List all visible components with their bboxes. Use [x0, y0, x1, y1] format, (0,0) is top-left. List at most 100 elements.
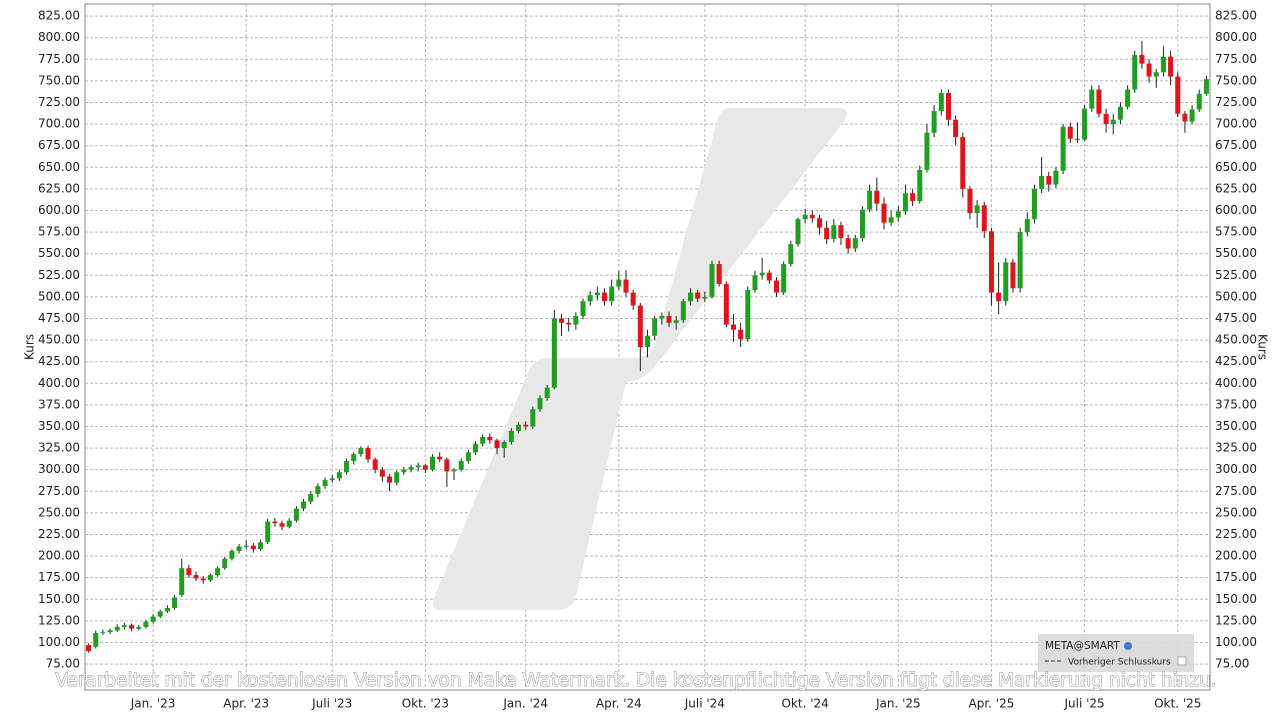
x-tick-label: Jan. '24: [502, 697, 548, 711]
candle-body: [917, 169, 923, 201]
candle-body: [501, 442, 507, 449]
candle-body: [1168, 56, 1174, 77]
y-tick-label: 775.00: [38, 52, 80, 66]
candle-body: [666, 315, 672, 323]
candle-body: [637, 305, 643, 347]
candle-body: [136, 626, 142, 629]
candle-body: [587, 295, 593, 302]
candle-body: [838, 225, 844, 239]
y-tick-label: 525.00: [38, 268, 80, 282]
candle-body: [444, 459, 450, 472]
candle-body: [1103, 113, 1109, 125]
y-axis-label: Kurs: [23, 334, 37, 360]
logo-watermark: [432, 108, 847, 610]
candle-body: [1125, 89, 1131, 107]
y-tick-label: 625.00: [38, 181, 80, 195]
candle-body: [508, 430, 514, 443]
candle-body: [1074, 138, 1080, 140]
candle-body: [93, 632, 99, 647]
candle-body: [881, 203, 887, 223]
candle-body: [1175, 76, 1181, 114]
candle-body: [401, 469, 407, 473]
y-tick-label: 325.00: [38, 441, 80, 455]
candle-body: [580, 301, 586, 316]
candle-body: [559, 318, 565, 323]
y-tick-label-right: 725.00: [1215, 95, 1257, 109]
candle-body: [659, 315, 665, 319]
legend-checkbox[interactable]: [1177, 656, 1187, 666]
candle-body: [437, 456, 443, 460]
candle-body: [953, 119, 959, 138]
candle-body: [788, 244, 794, 265]
candle-body: [430, 456, 436, 470]
candle-body: [945, 92, 951, 120]
y-tick-label-right: 650.00: [1215, 160, 1257, 174]
candle-body: [1067, 126, 1073, 139]
y-tick-label-right: 600.00: [1215, 203, 1257, 217]
candle-body: [566, 322, 572, 325]
candle-body: [114, 626, 120, 631]
candle-body: [1010, 262, 1016, 289]
candle-body: [723, 283, 729, 325]
candle-body: [1146, 63, 1152, 77]
candle-body: [458, 461, 464, 470]
candle-body: [845, 238, 851, 249]
candle-body: [1110, 119, 1116, 125]
candle-body: [150, 616, 156, 622]
watermark: Verarbeitet mit der kostenlosen Version …: [55, 670, 1216, 691]
y-tick-label: 400.00: [38, 376, 80, 390]
candle-body: [487, 436, 493, 441]
candle-body: [652, 318, 658, 336]
y-tick-label: 100.00: [38, 635, 80, 649]
candle-body: [630, 292, 636, 306]
candle-body: [1024, 219, 1030, 233]
candle-body: [365, 448, 371, 460]
candle-body: [1139, 54, 1145, 64]
candle-body: [702, 296, 708, 299]
x-tick-label: Apr. '24: [596, 697, 642, 711]
legend-icon: [1124, 642, 1132, 650]
y-tick-label-right: 150.00: [1215, 592, 1257, 606]
candle-body: [816, 218, 822, 228]
candle-body: [1039, 175, 1045, 189]
candle-body: [695, 292, 701, 299]
candle-body: [172, 597, 178, 608]
candle-body: [301, 501, 307, 509]
y-tick-label: 150.00: [38, 592, 80, 606]
candle-body: [996, 292, 1002, 302]
candle-body: [766, 272, 772, 281]
candle-body: [867, 190, 873, 210]
candle-body: [293, 508, 299, 521]
candle-body: [974, 205, 980, 214]
x-tick-label: Juli '25: [1064, 697, 1105, 711]
candle-body: [716, 264, 722, 284]
candle-body: [781, 264, 787, 293]
candle-body: [157, 611, 163, 617]
y-tick-label-right: 475.00: [1215, 311, 1257, 325]
candle-body: [308, 493, 314, 502]
candle-body: [179, 568, 185, 595]
candle-body: [1031, 188, 1037, 220]
y-tick-label-right: 625.00: [1215, 181, 1257, 195]
candle-body: [573, 315, 579, 325]
y-tick-label: 500.00: [38, 289, 80, 303]
legend-box: [1038, 634, 1194, 672]
candle-body: [895, 211, 901, 218]
candle-body: [623, 279, 629, 293]
candle-body: [938, 92, 944, 112]
candle-body: [752, 275, 758, 290]
y-tick-label: 425.00: [38, 354, 80, 368]
y-tick-label-right: 825.00: [1215, 9, 1257, 23]
candle-body: [988, 231, 994, 293]
candle-body: [745, 289, 751, 340]
candle-body: [379, 469, 385, 477]
candle-body: [530, 409, 536, 427]
candle-body: [322, 480, 328, 487]
y-tick-label: 175.00: [38, 570, 80, 584]
candle-body: [394, 472, 400, 483]
y-tick-label-right: 750.00: [1215, 73, 1257, 87]
candle-body: [372, 459, 378, 470]
x-tick-label: Juli '23: [311, 697, 352, 711]
candle-body: [121, 625, 127, 627]
y-tick-label-right: 350.00: [1215, 419, 1257, 433]
